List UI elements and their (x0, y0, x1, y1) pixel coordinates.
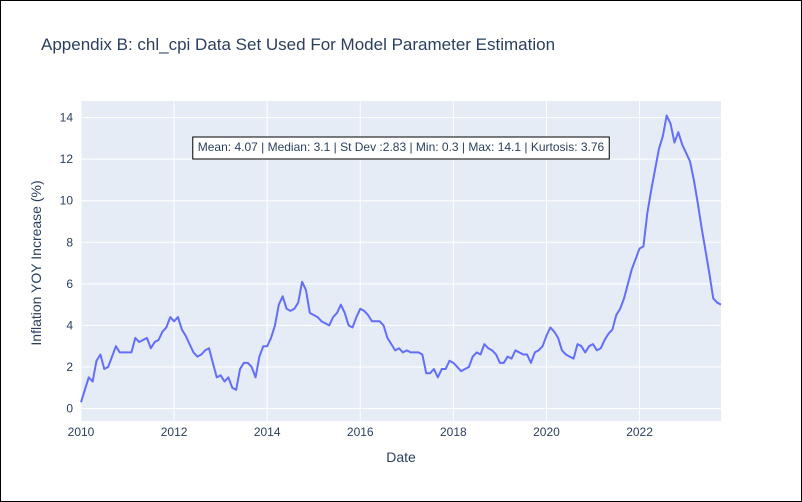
y-tick-label: 4 (66, 318, 73, 332)
y-axis-ticks: 0 2 4 6 8 10 12 14 (60, 111, 74, 416)
annotation-box (192, 136, 610, 160)
x-axis-label: Date (386, 449, 416, 465)
annotation-text: Mean: 4.07 | Median: 3.1 | St Dev :2.83 … (198, 140, 605, 154)
y-tick-label: 0 (66, 402, 73, 416)
x-tick-label: 2012 (161, 425, 188, 439)
y-tick-label: 8 (66, 235, 73, 249)
x-tick-label: 2016 (347, 425, 374, 439)
x-tick-label: 2022 (626, 425, 653, 439)
y-axis-label: Inflation YOY Increase (%) (28, 180, 44, 345)
series-line (80, 114, 722, 403)
x-axis-ticks: 2010 2012 2014 2016 2018 2020 2022 (68, 425, 654, 439)
y-tick-label: 10 (60, 194, 74, 208)
x-tick-label: 2014 (254, 425, 281, 439)
y-tick-label: 12 (60, 152, 74, 166)
y-tick-label: 6 (66, 277, 73, 291)
chart-title: Appendix B: chl_cpi Data Set Used For Mo… (41, 35, 556, 54)
x-tick-label: 2010 (68, 425, 95, 439)
y-tick-label: 2 (66, 360, 73, 374)
x-tick-label: 2020 (533, 425, 560, 439)
stats-annotation: Mean: 4.07 | Median: 3.1 | St Dev :2.83 … (192, 136, 610, 160)
y-tick-label: 14 (60, 111, 74, 125)
x-tick-label: 2018 (440, 425, 467, 439)
